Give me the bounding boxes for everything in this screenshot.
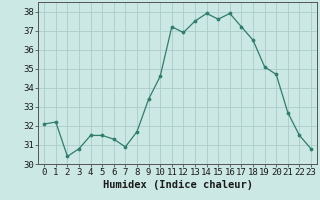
X-axis label: Humidex (Indice chaleur): Humidex (Indice chaleur) <box>103 180 252 190</box>
